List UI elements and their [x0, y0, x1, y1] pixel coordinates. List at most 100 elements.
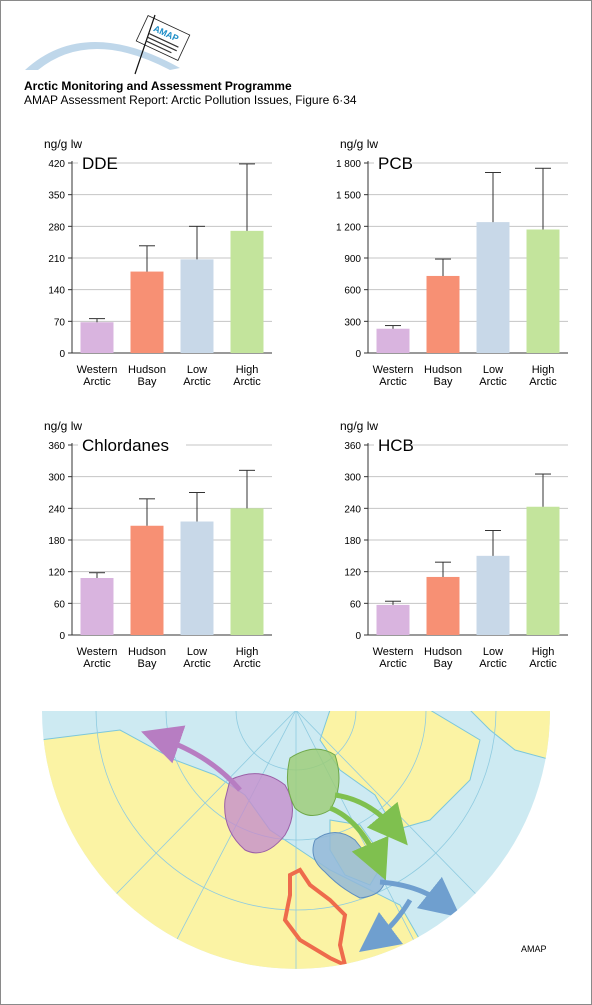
- x-tick-label: Hudson: [128, 646, 166, 658]
- report-title: AMAP Assessment Report: Arctic Pollution…: [24, 93, 357, 107]
- x-tick-label: Arctic: [83, 376, 111, 388]
- bar: [426, 275, 460, 353]
- map-arrow-high-arctic-1: [334, 792, 408, 846]
- y-tick-label: 60: [54, 599, 66, 610]
- x-tick-label: Western: [373, 646, 414, 658]
- y-tick-label: 900: [344, 254, 361, 265]
- bar: [476, 555, 510, 635]
- map-region-high-arctic: [286, 748, 340, 816]
- map-arrow-high-arctic-2: [329, 805, 389, 881]
- title-bg: [78, 435, 186, 457]
- arctic-map: [42, 711, 550, 969]
- y-axis-label: ng/g lw: [44, 137, 82, 151]
- x-tick-label: Hudson: [424, 646, 462, 658]
- x-tick-label: Arctic: [183, 376, 211, 388]
- x-tick-label: Western: [77, 364, 118, 376]
- bar: [80, 322, 114, 353]
- x-tick-label: Arctic: [83, 658, 111, 670]
- x-tick-label: High: [236, 364, 259, 376]
- y-tick-label: 240: [48, 504, 65, 515]
- x-tick-label: Arctic: [479, 376, 507, 388]
- map-credit: AMAP: [521, 944, 547, 954]
- y-tick-label: 300: [344, 317, 361, 328]
- bar: [426, 576, 460, 635]
- x-tick-label: Arctic: [233, 376, 261, 388]
- chart-title: HCB: [378, 436, 414, 455]
- bar: [526, 229, 560, 353]
- y-tick-label: 300: [344, 473, 361, 484]
- bar: [80, 578, 114, 635]
- y-tick-label: 360: [48, 441, 65, 452]
- bar: [130, 271, 164, 353]
- map-land-eurasia: [468, 711, 550, 761]
- x-tick-label: Arctic: [379, 658, 407, 670]
- map-region-low-arctic: [312, 832, 386, 899]
- y-tick-label: 210: [48, 254, 65, 265]
- chart-chlordanes: ng/g lw 0 60 120 180 240 300 360 Chlordanes Weste…: [44, 419, 272, 670]
- x-tick-label: Western: [373, 364, 414, 376]
- y-tick-label: 180: [48, 536, 65, 547]
- bar: [180, 259, 214, 353]
- bar: [376, 604, 410, 635]
- org-title: Arctic Monitoring and Assessment Program…: [24, 79, 292, 93]
- x-tick-label: Bay: [138, 658, 157, 670]
- x-tick-label: High: [532, 646, 555, 658]
- y-tick-label: 0: [59, 349, 65, 360]
- y-tick-label: 280: [48, 222, 65, 233]
- logo-lines: [145, 33, 179, 54]
- amap-logo: AMAP: [25, 14, 191, 75]
- y-tick-label: 240: [344, 504, 361, 515]
- bar: [526, 506, 560, 635]
- y-tick-label: 70: [54, 317, 66, 328]
- y-tick-label: 600: [344, 286, 361, 297]
- bar: [230, 230, 264, 353]
- x-tick-label: Arctic: [183, 658, 211, 670]
- map-arrow-western-arctic: [141, 725, 242, 792]
- y-tick-label: 1 200: [336, 222, 361, 233]
- y-tick-label: 0: [59, 631, 65, 642]
- x-tick-label: Arctic: [233, 658, 261, 670]
- x-tick-label: Low: [483, 364, 503, 376]
- y-tick-label: 300: [48, 473, 65, 484]
- y-tick-label: 0: [355, 631, 361, 642]
- y-axis-label: ng/g lw: [44, 419, 82, 433]
- x-tick-label: High: [532, 364, 555, 376]
- y-tick-label: 420: [48, 159, 65, 170]
- map-arrow-low-arctic-2: [359, 898, 413, 953]
- title-bg: [78, 153, 116, 175]
- x-tick-label: Low: [483, 646, 503, 658]
- x-tick-label: High: [236, 646, 259, 658]
- x-tick-label: Arctic: [529, 376, 557, 388]
- logo-pole: [134, 14, 156, 75]
- x-tick-label: Arctic: [379, 376, 407, 388]
- x-tick-label: Western: [77, 646, 118, 658]
- x-tick-label: Low: [187, 364, 207, 376]
- chart-title: DDE: [82, 154, 118, 173]
- chart-pcb: ng/g lw 0 300 600 900 1 200 1 500 1 800 PCB Weste…: [336, 137, 568, 388]
- logo-arc: [25, 41, 180, 70]
- x-tick-label: Hudson: [128, 364, 166, 376]
- title-bg: [374, 435, 412, 457]
- map-region-hudson-bay: [282, 867, 348, 969]
- bar: [180, 521, 214, 635]
- x-tick-label: Bay: [138, 376, 157, 388]
- y-tick-label: 350: [48, 191, 65, 202]
- x-tick-label: Arctic: [529, 658, 557, 670]
- x-tick-label: Low: [187, 646, 207, 658]
- chart-title: Chlordanes: [82, 436, 169, 455]
- x-tick-label: Arctic: [479, 658, 507, 670]
- y-axis-label: ng/g lw: [340, 137, 378, 151]
- y-tick-label: 1 800: [336, 159, 361, 170]
- logo-flag: [135, 15, 191, 61]
- y-tick-label: 1 500: [336, 191, 361, 202]
- title-bg: [374, 153, 412, 175]
- bar: [376, 328, 410, 353]
- bar: [230, 508, 264, 635]
- y-tick-label: 120: [344, 568, 361, 579]
- x-tick-label: Bay: [434, 658, 453, 670]
- y-tick-label: 0: [355, 349, 361, 360]
- y-tick-label: 60: [350, 599, 362, 610]
- y-tick-label: 360: [344, 441, 361, 452]
